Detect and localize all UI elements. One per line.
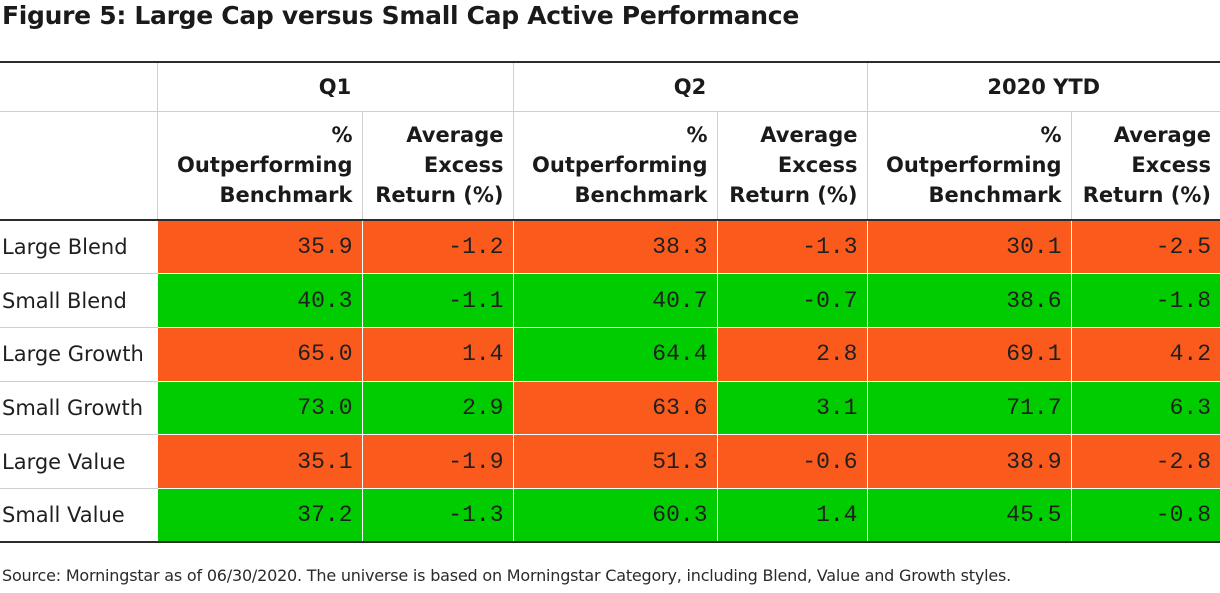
cell-outperforming: 30.1 — [866, 220, 1071, 275]
cell-excess-return: -0.6 — [716, 434, 867, 489]
cell-excess-return: -2.8 — [1070, 434, 1220, 489]
cell-excess-return: -1.1 — [361, 273, 513, 328]
cell-excess-return: 1.4 — [716, 488, 867, 544]
table-row: Large Blend 35.9 -1.2 38.3 -1.3 30.1 -2.5 — [0, 220, 1220, 275]
column-header-excess-return: Average Excess Return (%) — [716, 111, 867, 220]
row-label: Small Blend — [0, 273, 157, 328]
cell-excess-return: -1.9 — [361, 434, 513, 489]
cell-outperforming: 71.7 — [866, 381, 1071, 436]
table-row: Small Value 37.2 -1.3 60.3 1.4 45.5 -0.8 — [0, 488, 1220, 544]
row-label: Large Value — [0, 434, 157, 489]
column-header-excess-return: Average Excess Return (%) — [361, 111, 513, 220]
cell-outperforming: 64.4 — [512, 327, 717, 382]
cell-excess-return: 6.3 — [1070, 381, 1220, 436]
cell-outperforming: 65.0 — [156, 327, 362, 382]
cell-excess-return: -1.3 — [716, 220, 867, 275]
cell-outperforming: 38.9 — [866, 434, 1071, 489]
performance-table: Q1 Q2 2020 YTD % Outperforming Benchmark… — [0, 61, 1220, 544]
cell-outperforming: 40.3 — [156, 273, 362, 328]
table-row: Small Growth 73.0 2.9 63.6 3.1 71.7 6.3 — [0, 381, 1220, 436]
table-row: Large Growth 65.0 1.4 64.4 2.8 69.1 4.2 — [0, 327, 1220, 382]
cell-outperforming: 38.6 — [866, 273, 1071, 328]
cell-excess-return: -2.5 — [1070, 220, 1220, 275]
cell-excess-return: 3.1 — [716, 381, 867, 436]
column-header-outperforming: % Outperforming Benchmark — [177, 123, 353, 208]
cell-outperforming: 69.1 — [866, 327, 1071, 382]
table-row: Small Blend 40.3 -1.1 40.7 -0.7 38.6 -1.8 — [0, 273, 1220, 328]
cell-outperforming: 38.3 — [512, 220, 717, 275]
cell-outperforming: 35.1 — [156, 434, 362, 489]
cell-outperforming: 51.3 — [512, 434, 717, 489]
cell-excess-return: -1.8 — [1070, 273, 1220, 328]
row-label: Large Growth — [0, 327, 157, 382]
header-corner — [0, 62, 158, 112]
row-label: Large Blend — [0, 220, 157, 275]
cell-outperforming: 63.6 — [512, 381, 717, 436]
cell-excess-return: 1.4 — [361, 327, 513, 382]
cell-outperforming: 37.2 — [156, 488, 362, 544]
column-header-outperforming: % Outperforming Benchmark — [866, 111, 1071, 220]
cell-outperforming: 35.9 — [156, 220, 362, 275]
table-row: Large Value 35.1 -1.9 51.3 -0.6 38.9 -2.8 — [0, 434, 1220, 489]
cell-excess-return: -0.7 — [716, 273, 867, 328]
figure-title: Figure 5: Large Cap versus Small Cap Act… — [2, 1, 799, 30]
period-header-q2: Q2 — [512, 62, 867, 112]
column-header-outperforming: % Outperforming Benchmark — [512, 111, 717, 220]
cell-excess-return: 4.2 — [1070, 327, 1220, 382]
cell-outperforming: 60.3 — [512, 488, 717, 544]
source-note: Source: Morningstar as of 06/30/2020. Th… — [2, 566, 1011, 585]
cell-excess-return: 2.9 — [361, 381, 513, 436]
period-header-q1: Q1 — [157, 62, 513, 112]
row-label: Small Growth — [0, 381, 157, 436]
cell-excess-return: -0.8 — [1070, 488, 1220, 544]
cell-excess-return: -1.3 — [361, 488, 513, 544]
cell-excess-return: -1.2 — [361, 220, 513, 275]
period-header-ytd: 2020 YTD — [866, 62, 1220, 112]
column-header-excess-return: Average Excess Return (%) — [1070, 111, 1220, 220]
cell-outperforming: 40.7 — [512, 273, 717, 328]
cell-outperforming: 73.0 — [156, 381, 362, 436]
cell-excess-return: 2.8 — [716, 327, 867, 382]
table-body: Large Blend 35.9 -1.2 38.3 -1.3 30.1 -2.5 Small… — [0, 220, 1220, 544]
header-corner-lower — [0, 111, 158, 220]
cell-outperforming: 45.5 — [866, 488, 1071, 544]
row-label: Small Value — [0, 488, 157, 544]
